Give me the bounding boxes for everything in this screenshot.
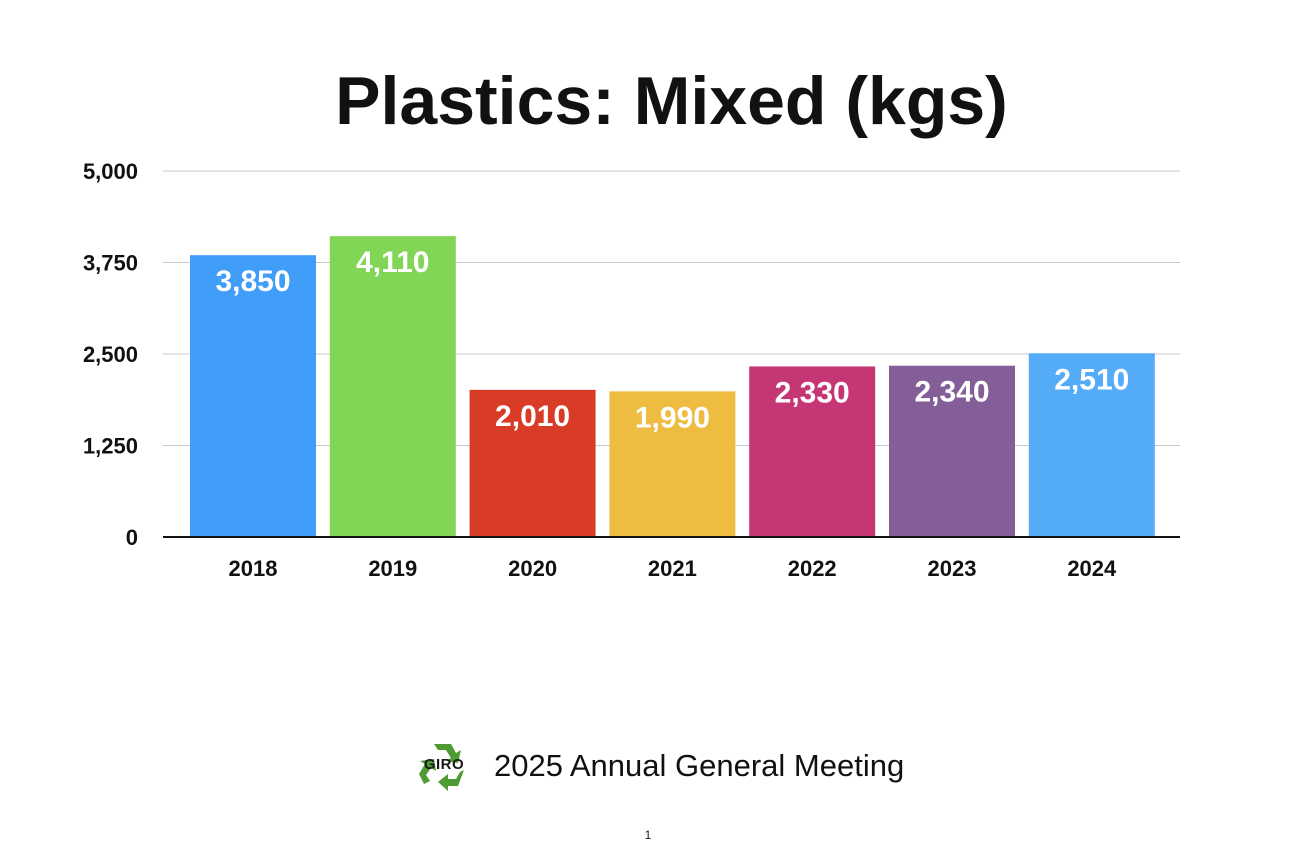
- y-tick-label: 1,250: [83, 434, 138, 459]
- chart-title: Plastics: Mixed (kgs): [335, 63, 1008, 139]
- recycle-icon: [419, 744, 464, 791]
- bar-2019: [329, 236, 456, 537]
- footer: GIRO 2025 Annual General Meeting: [418, 740, 904, 792]
- y-tick-label: 5,000: [83, 159, 138, 184]
- x-tick-label-2019: 2019: [368, 556, 417, 581]
- bars: 3,850 4,110 2,010 1,990 2,330 2,340 2,510: [190, 236, 1155, 537]
- page-number: 1: [644, 828, 652, 842]
- data-label-2018: 3,850: [215, 265, 290, 298]
- data-label-2020: 2,010: [495, 400, 570, 433]
- data-label-2019: 4,110: [356, 246, 429, 279]
- x-tick-label-2024: 2024: [1067, 556, 1117, 581]
- giro-logo-text: GIRO: [423, 756, 465, 773]
- bar-2021: [609, 391, 736, 537]
- data-label-2024: 2,510: [1054, 363, 1129, 396]
- bar-2023: [889, 365, 1015, 537]
- axes: 0 1,250 2,500 3,750 5,000 2018 2019 2020 2021 202…: [83, 159, 1180, 581]
- giro-logo: GIRO: [418, 740, 470, 792]
- bar-2018: [190, 255, 316, 537]
- x-tick-label-2021: 2021: [648, 556, 697, 581]
- x-tick-label-2020: 2020: [508, 556, 557, 581]
- footer-text: 2025 Annual General Meeting: [494, 748, 905, 783]
- x-tick-label-2023: 2023: [928, 556, 977, 581]
- bar-2020: [469, 389, 596, 537]
- x-tick-label-2018: 2018: [229, 556, 278, 581]
- data-label-2022: 2,330: [775, 376, 850, 409]
- x-tick-label-2022: 2022: [788, 556, 837, 581]
- y-tick-label: 0: [126, 525, 138, 550]
- data-label-2021: 1,990: [635, 401, 710, 434]
- data-label-2023: 2,340: [914, 376, 989, 409]
- y-tick-label: 3,750: [83, 251, 138, 276]
- y-tick-label: 2,500: [83, 342, 138, 367]
- bar-2022: [749, 366, 876, 537]
- bar-2024: [1028, 353, 1155, 537]
